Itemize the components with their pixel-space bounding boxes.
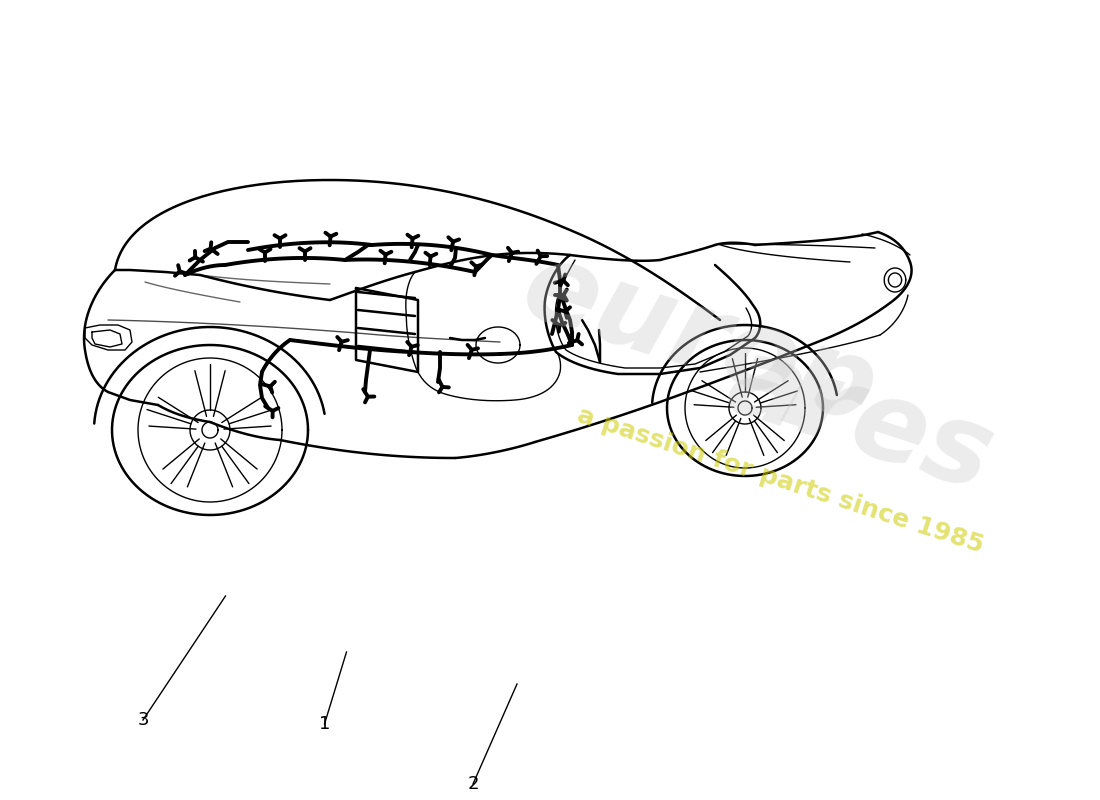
Text: 1: 1 — [319, 715, 330, 733]
Text: 2: 2 — [468, 775, 478, 793]
Text: 3: 3 — [138, 711, 148, 729]
Text: ares: ares — [715, 327, 1005, 513]
Text: a passion for parts since 1985: a passion for parts since 1985 — [574, 402, 987, 558]
Text: europ: europ — [509, 233, 890, 447]
